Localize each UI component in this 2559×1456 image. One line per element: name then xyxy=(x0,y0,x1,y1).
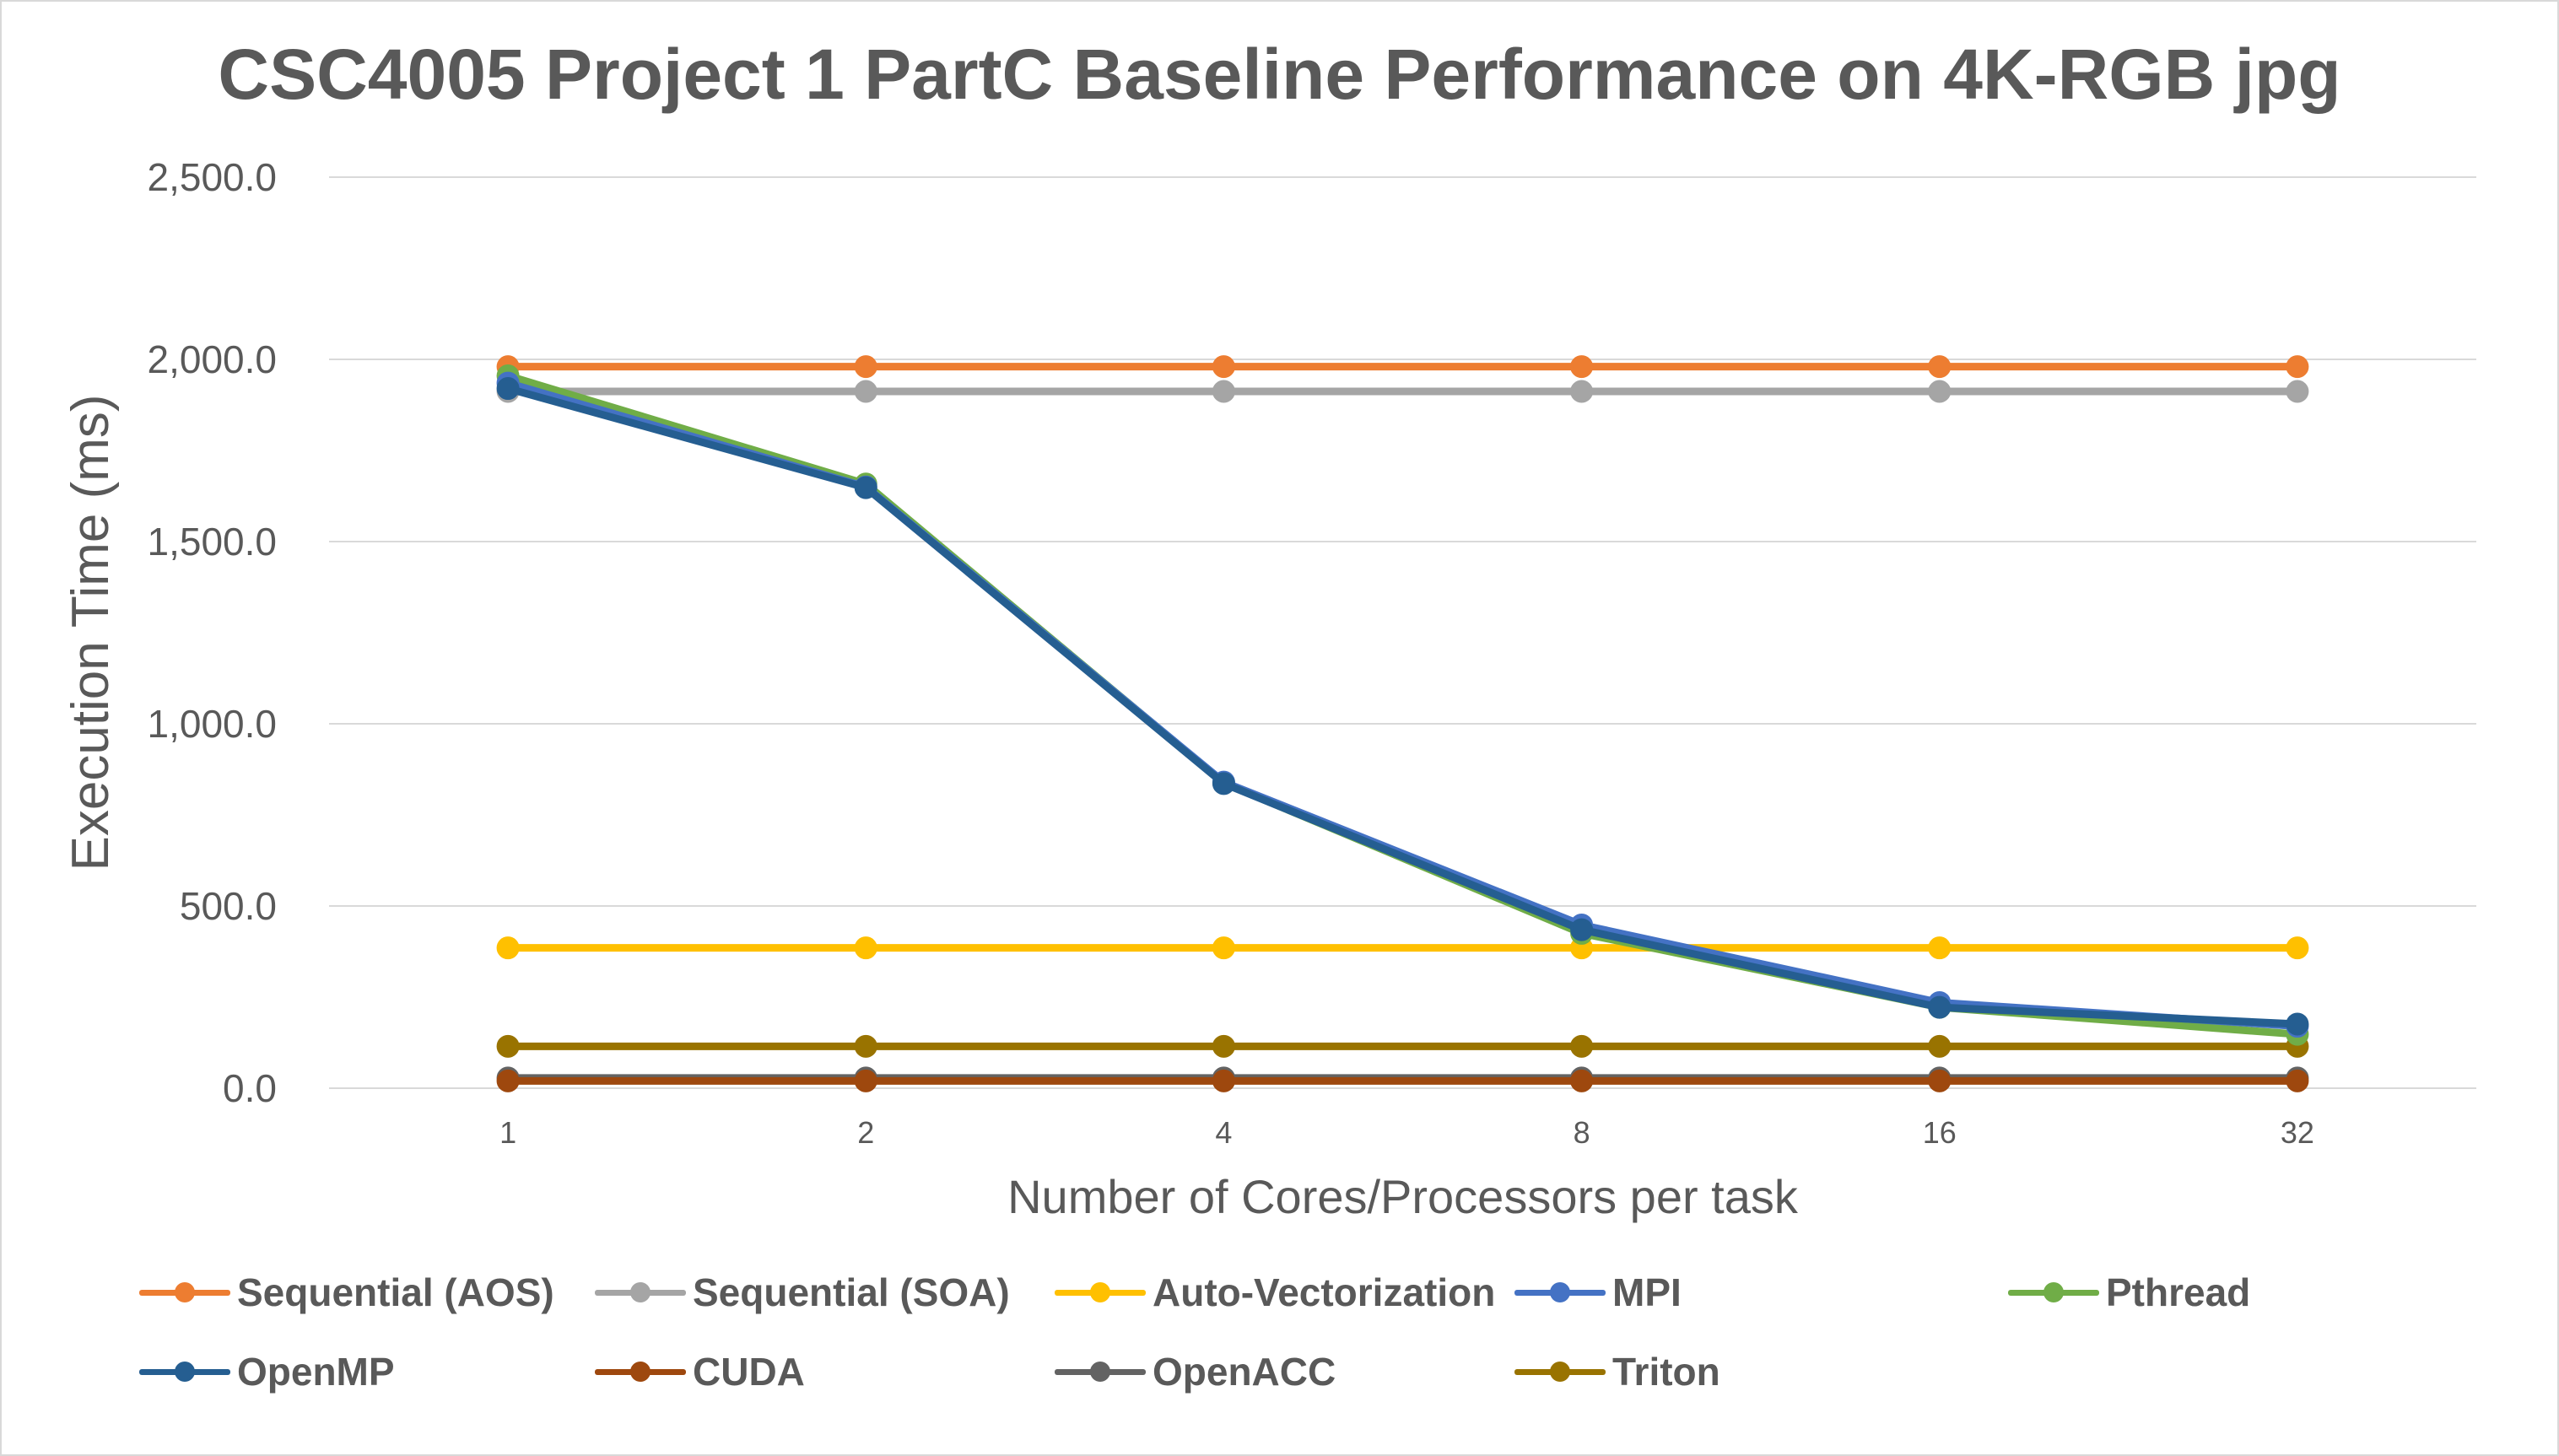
data-point xyxy=(1928,936,1952,960)
data-point xyxy=(496,1069,520,1092)
legend-swatch xyxy=(1514,1267,1606,1318)
data-point xyxy=(854,476,877,499)
x-tick-label: 16 xyxy=(1923,1115,1957,1150)
data-point xyxy=(854,1034,877,1058)
data-point xyxy=(854,1069,877,1092)
legend-item: Pthread xyxy=(2008,1267,2250,1318)
x-tick-label: 4 xyxy=(1215,1115,1232,1150)
data-point xyxy=(2286,380,2309,403)
legend-label: MPI xyxy=(1612,1270,1682,1314)
data-point xyxy=(496,1034,520,1058)
legend-label: OpenACC xyxy=(1153,1350,1336,1394)
y-tick-label: 1,000.0 xyxy=(148,702,277,746)
legend-swatch xyxy=(595,1346,686,1397)
y-tick-label: 500.0 xyxy=(180,884,277,928)
data-point xyxy=(854,380,877,403)
legend-item: OpenACC xyxy=(1055,1346,1336,1397)
data-point xyxy=(1570,355,1594,379)
legend-label: Auto-Vectorization xyxy=(1153,1270,1496,1314)
data-point xyxy=(2286,355,2309,379)
data-point xyxy=(1928,355,1952,379)
legend-item: Triton xyxy=(1514,1346,1720,1397)
legend-swatch xyxy=(595,1267,686,1318)
data-point xyxy=(2286,1012,2309,1036)
legend-swatch xyxy=(1055,1346,1146,1397)
data-point xyxy=(1212,355,1235,379)
data-point xyxy=(1212,936,1235,960)
data-point xyxy=(2286,936,2309,960)
legend-label: CUDA xyxy=(693,1350,805,1394)
x-tick-label: 8 xyxy=(1574,1115,1590,1150)
data-point xyxy=(854,936,877,960)
legend-item: Auto-Vectorization xyxy=(1055,1267,1495,1318)
data-point xyxy=(1212,1034,1235,1058)
data-point xyxy=(2286,1069,2309,1092)
series-line xyxy=(504,371,2302,1038)
data-point xyxy=(1928,1034,1952,1058)
legend-item: OpenMP xyxy=(139,1346,395,1397)
legend-label: Sequential (AOS) xyxy=(237,1270,554,1314)
data-point xyxy=(496,936,520,960)
data-point xyxy=(1570,1069,1594,1092)
y-axis-title: Execution Time (ms) xyxy=(62,394,120,871)
data-point xyxy=(1570,1034,1594,1058)
legend-item: MPI xyxy=(1514,1267,1682,1318)
legend-swatch xyxy=(1055,1267,1146,1318)
data-point xyxy=(854,355,877,379)
data-point xyxy=(1570,918,1594,941)
legend-label: OpenMP xyxy=(237,1350,395,1394)
y-tick-label: 2,000.0 xyxy=(148,337,277,381)
legend-swatch xyxy=(1514,1346,1606,1397)
legend-item: Sequential (SOA) xyxy=(595,1267,1010,1318)
data-point xyxy=(1570,380,1594,403)
y-tick-label: 0.0 xyxy=(223,1066,277,1110)
chart-title: CSC4005 Project 1 PartC Baseline Perform… xyxy=(218,35,2341,114)
data-point xyxy=(1928,995,1952,1019)
series-line xyxy=(504,379,2302,1031)
legend-item: CUDA xyxy=(595,1346,805,1397)
legend-label: Triton xyxy=(1612,1350,1720,1394)
x-axis-title: Number of Cores/Processors per task xyxy=(1007,1170,1799,1223)
y-tick-label: 1,500.0 xyxy=(148,520,277,564)
x-tick-label: 1 xyxy=(499,1115,516,1150)
x-tick-label: 2 xyxy=(857,1115,874,1150)
y-tick-label: 2,500.0 xyxy=(148,155,277,199)
data-point xyxy=(496,377,520,401)
data-point xyxy=(1928,1069,1952,1092)
x-tick-label: 32 xyxy=(2281,1115,2314,1150)
data-point xyxy=(1928,380,1952,403)
legend-swatch xyxy=(139,1267,230,1318)
series-line xyxy=(504,385,2302,1028)
legend-item: Sequential (AOS) xyxy=(139,1267,554,1318)
data-point xyxy=(1212,772,1235,795)
legend-swatch xyxy=(2008,1267,2099,1318)
legend-label: Sequential (SOA) xyxy=(693,1270,1010,1314)
data-point xyxy=(1212,380,1235,403)
legend-swatch xyxy=(139,1346,230,1397)
data-point xyxy=(1212,1069,1235,1092)
legend-label: Pthread xyxy=(2106,1270,2251,1314)
